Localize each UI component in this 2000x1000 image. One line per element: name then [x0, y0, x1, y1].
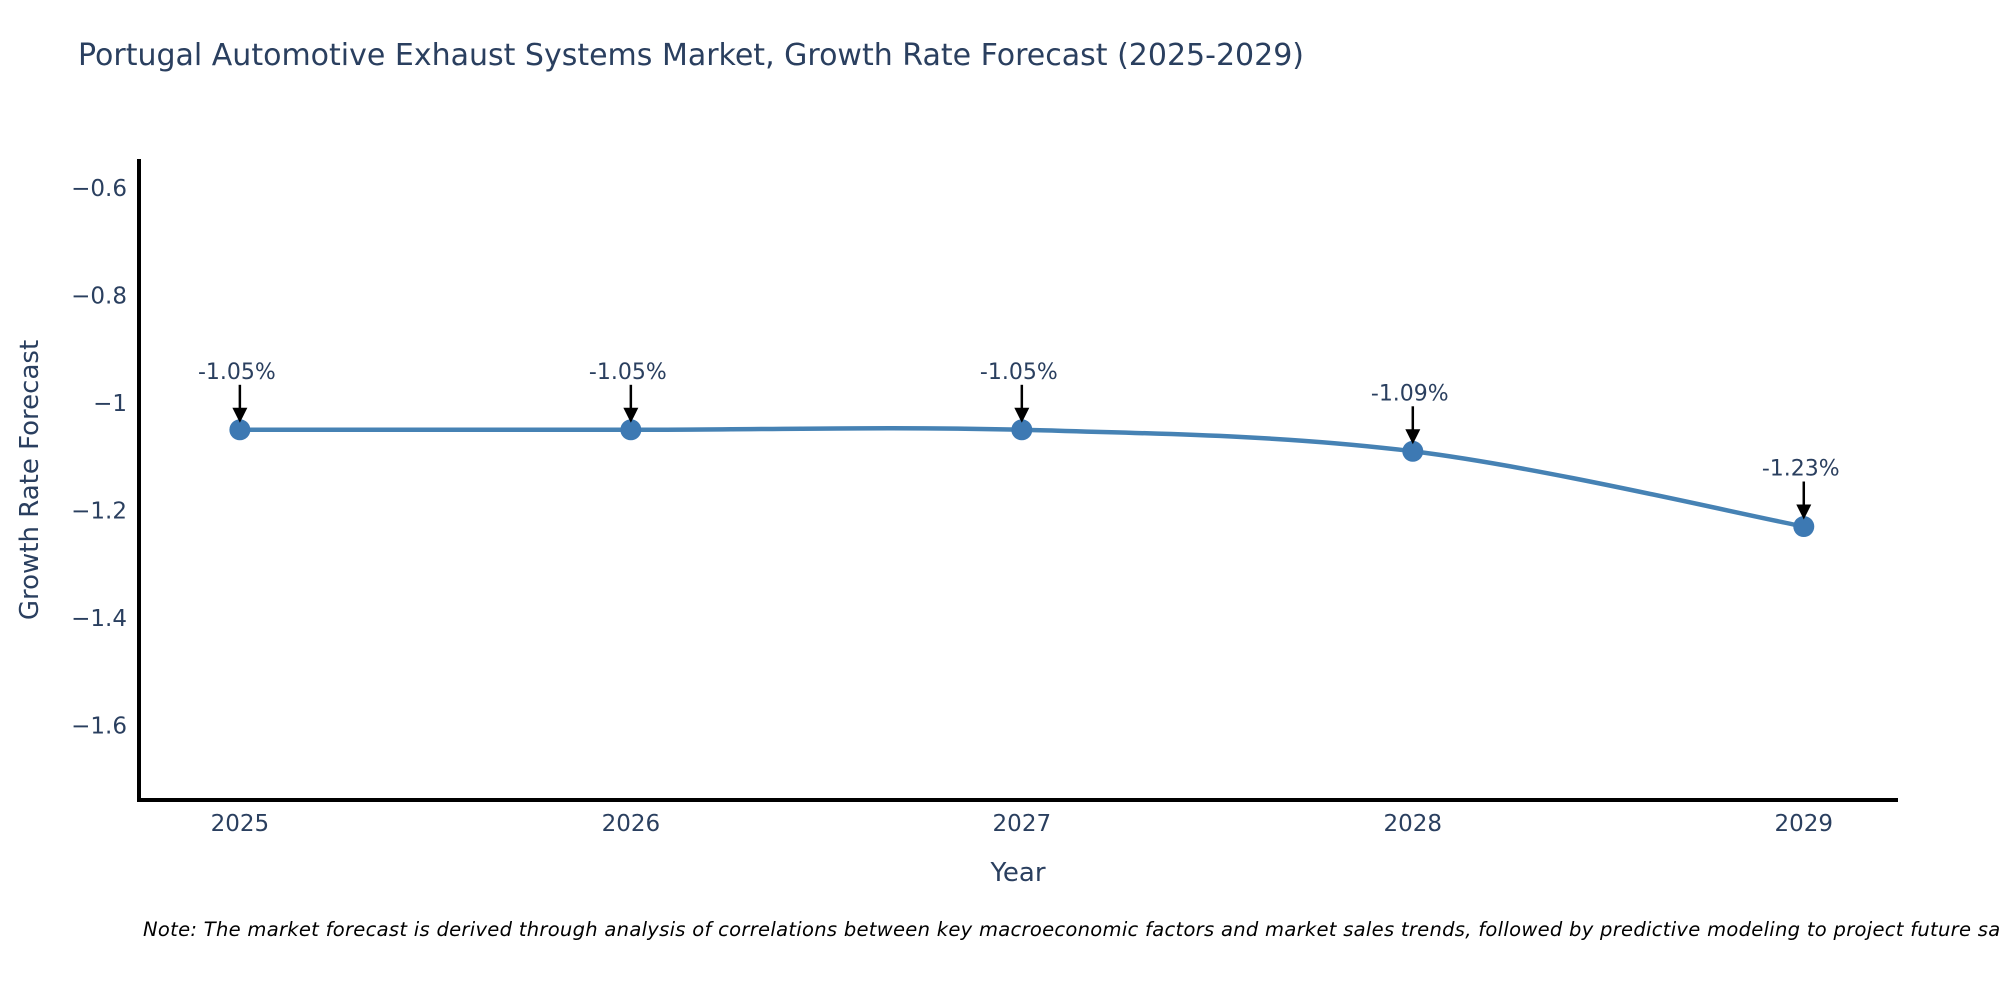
y-tick-label: −1.6 [71, 713, 127, 739]
annotation-label: -1.05% [980, 360, 1058, 385]
x-tick-label: 2027 [993, 811, 1052, 837]
y-tick-label: −1.2 [71, 498, 127, 524]
annotation-label: -1.09% [1371, 381, 1449, 406]
y-tick-label: −0.8 [71, 283, 127, 309]
y-tick-label: −1.4 [71, 606, 127, 632]
x-tick-label: 2029 [1775, 811, 1834, 837]
y-tick-label: −1 [93, 391, 127, 417]
annotation-label: -1.05% [589, 360, 667, 385]
data-point-marker [229, 419, 251, 441]
y-tick-label: −0.6 [71, 176, 127, 202]
annotation-label: -1.05% [198, 360, 276, 385]
data-point-marker [1011, 419, 1033, 441]
chart-title: Portugal Automotive Exhaust Systems Mark… [78, 38, 1305, 73]
annotation-arrowhead [1014, 407, 1030, 423]
annotation-arrowhead [232, 407, 248, 423]
annotation-arrowhead [1405, 429, 1421, 445]
annotation-label: -1.23% [1762, 457, 1840, 482]
data-point-marker [620, 419, 642, 441]
forecast-line [239, 425, 1805, 529]
x-tick-label: 2026 [602, 811, 661, 837]
x-axis-title: Year [990, 858, 1046, 888]
data-point-marker [1793, 516, 1815, 538]
y-axis-title-text: Growth Rate Forecast [15, 339, 45, 621]
x-tick-label: 2028 [1384, 811, 1443, 837]
x-tick-label: 2025 [211, 811, 270, 837]
data-point-marker [1402, 440, 1424, 462]
annotation-arrowhead [623, 407, 639, 423]
footnote: Note: The market forecast is derived thr… [143, 918, 2000, 941]
annotation-arrowhead [1796, 504, 1812, 520]
